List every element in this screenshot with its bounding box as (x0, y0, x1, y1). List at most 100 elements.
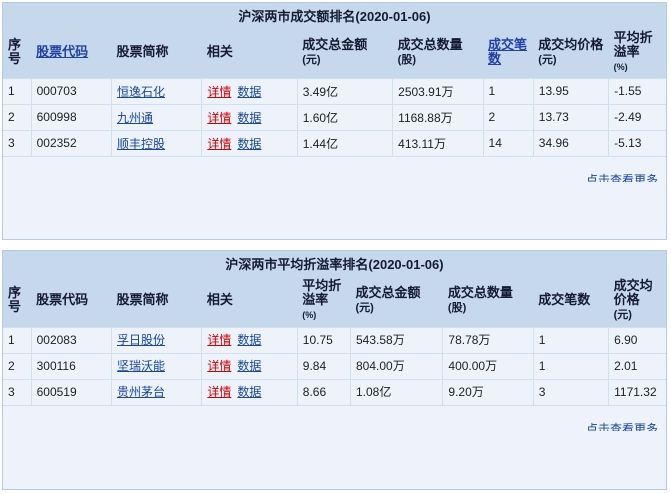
col-header-total-volume: 成交总数量 (股) (392, 27, 484, 79)
cell-premium-rate: 10.75 (297, 326, 352, 354)
col-header-total-amount-unit: (元) (355, 302, 374, 315)
col-header-total-amount: 成交总金额 (元) (350, 275, 443, 328)
data-link[interactable]: 数据 (237, 359, 262, 374)
column-header-row: 序号 股票代码 股票简称 相关 平均折溢率 (%) 成交总金额 (元) (3, 275, 666, 328)
cell-total-volume: 2503.91万 (392, 78, 484, 105)
col-header-premium-rate-unit: (%) (613, 62, 628, 73)
cell-related: 详情 数据 (201, 378, 298, 406)
detail-link[interactable]: 详情 (207, 110, 232, 125)
data-link[interactable]: 数据 (237, 110, 262, 125)
table-footer-row: 点击查看更多 (3, 156, 666, 183)
cell-deal-count: 3 (533, 378, 610, 406)
cell-deal-count: 14 (483, 130, 534, 157)
col-header-deal-count-label: 成交笔数 (538, 292, 591, 308)
cell-stock-code: 600998 (31, 104, 112, 131)
cell-total-volume: 413.11万 (392, 130, 484, 157)
data-link[interactable]: 数据 (237, 333, 262, 348)
cell-index: 1 (3, 78, 32, 105)
data-link[interactable]: 数据 (237, 84, 262, 99)
table-row: 2 600998 九州通 详情 数据 1.60亿 1168.88万 2 13.73… (3, 104, 666, 131)
stock-name-link[interactable]: 贵州茅台 (116, 385, 165, 400)
data-link[interactable]: 数据 (237, 136, 262, 151)
cell-premium-rate: -1.55 (608, 78, 666, 105)
cell-stock-name: 坚瑞沃能 (111, 352, 203, 380)
cell-index: 1 (3, 326, 32, 354)
col-header-stock-code-label: 股票代码 (36, 292, 89, 308)
cell-stock-name: 孚日股份 (111, 326, 203, 354)
cell-total-volume: 9.20万 (442, 378, 534, 406)
turnover-ranking-panel: 沪深两市成交额排名(2020-01-06) 序号 股票代码 股票简称 相关 成交… (2, 2, 667, 240)
col-header-deal-count-label: 成交笔数 (488, 37, 528, 67)
col-header-avg-price-label: 成交均价格 (538, 36, 604, 52)
table-row: 1 002083 孚日股份 详情 数据 10.75 543.58万 78.78万 … (3, 326, 666, 354)
premium-rate-ranking-panel: 沪深两市平均折溢率排名(2020-01-06) 序号 股票代码 股票简称 相关 … (2, 250, 667, 490)
cell-stock-name: 贵州茅台 (111, 378, 203, 406)
cell-avg-price: 2.01 (608, 352, 666, 380)
cell-stock-code: 000703 (31, 78, 112, 105)
cell-related: 详情 数据 (201, 326, 298, 354)
detail-link[interactable]: 详情 (207, 385, 232, 400)
cell-total-amount: 1.60亿 (297, 104, 394, 131)
cell-total-amount: 3.49亿 (297, 78, 394, 105)
col-header-premium-rate: 平均折溢率 (%) (608, 27, 666, 79)
cell-deal-count: 1 (483, 78, 534, 105)
col-header-stock-name-label: 股票简称 (116, 44, 169, 60)
col-header-related-label: 相关 (206, 292, 233, 308)
table-footer-row: 点击查看更多 (3, 404, 666, 431)
cell-related: 详情 数据 (201, 352, 298, 380)
cell-total-amount: 1.44亿 (297, 130, 394, 157)
cell-deal-count: 1 (533, 352, 610, 380)
turnover-ranking-table: 沪深两市成交额排名(2020-01-06) 序号 股票代码 股票简称 相关 成交… (3, 3, 666, 183)
cell-deal-count: 1 (533, 326, 610, 354)
table-row: 2 300116 坚瑞沃能 详情 数据 9.84 804.00万 400.00万 … (3, 352, 666, 380)
cell-stock-name: 九州通 (111, 104, 203, 131)
col-header-related-label: 相关 (206, 44, 233, 60)
col-header-related: 相关 (201, 275, 298, 328)
col-header-index-label: 序号 (8, 37, 22, 67)
stock-name-link[interactable]: 坚瑞沃能 (116, 359, 165, 374)
col-header-deal-count[interactable]: 成交笔数 (483, 27, 534, 79)
cell-avg-price: 1171.32 (608, 378, 666, 406)
col-header-premium-rate-label: 平均折溢率 (302, 278, 342, 308)
cell-stock-code: 600519 (31, 378, 112, 406)
table-row: 3 002352 顺丰控股 详情 数据 1.44亿 413.11万 14 34.9… (3, 130, 666, 157)
cell-total-volume: 1168.88万 (392, 104, 484, 131)
col-header-avg-price-label: 成交均价格 (613, 278, 653, 308)
col-header-stock-code-label: 股票代码 (36, 44, 89, 60)
detail-link[interactable]: 详情 (207, 333, 232, 348)
cell-premium-rate: 9.84 (297, 352, 352, 380)
data-link[interactable]: 数据 (237, 385, 262, 400)
col-header-stock-name-label: 股票简称 (116, 292, 169, 308)
view-more-link[interactable]: 点击查看更多 (585, 173, 658, 183)
col-header-premium-rate: 平均折溢率 (%) (297, 275, 351, 328)
stock-name-link[interactable]: 顺丰控股 (116, 136, 165, 151)
col-header-premium-rate-label: 平均折溢率 (613, 30, 653, 60)
cell-stock-code: 300116 (31, 352, 112, 380)
col-header-stock-name: 股票简称 (111, 27, 202, 79)
stock-name-link[interactable]: 恒逸石化 (116, 84, 165, 99)
stock-name-link[interactable]: 孚日股份 (116, 333, 165, 348)
col-header-total-volume-unit: (股) (397, 53, 416, 66)
cell-index: 2 (3, 104, 32, 131)
stock-name-link[interactable]: 九州通 (116, 110, 153, 125)
col-header-index-label: 序号 (8, 285, 22, 315)
col-header-premium-rate-unit: (%) (302, 310, 317, 321)
detail-link[interactable]: 详情 (207, 84, 232, 99)
cell-total-amount: 1.08亿 (350, 378, 444, 406)
col-header-stock-code: 股票代码 (31, 275, 112, 328)
cell-stock-code: 002352 (31, 130, 112, 157)
col-header-total-amount-label: 成交总金额 (302, 36, 368, 52)
table-title-row: 沪深两市成交额排名(2020-01-06) (3, 3, 666, 27)
cell-total-volume: 400.00万 (442, 352, 534, 380)
detail-link[interactable]: 详情 (207, 136, 232, 151)
detail-link[interactable]: 详情 (207, 359, 232, 374)
view-more-link[interactable]: 点击查看更多 (585, 421, 658, 431)
col-header-stock-code[interactable]: 股票代码 (31, 27, 112, 79)
col-header-total-amount-label: 成交总金额 (355, 285, 421, 301)
col-header-deal-count: 成交笔数 (533, 275, 609, 328)
col-header-total-volume-unit: (股) (447, 302, 467, 315)
cell-deal-count: 2 (483, 104, 534, 131)
col-header-index: 序号 (3, 27, 32, 79)
col-header-related: 相关 (201, 27, 298, 79)
col-header-stock-name: 股票简称 (111, 275, 202, 328)
